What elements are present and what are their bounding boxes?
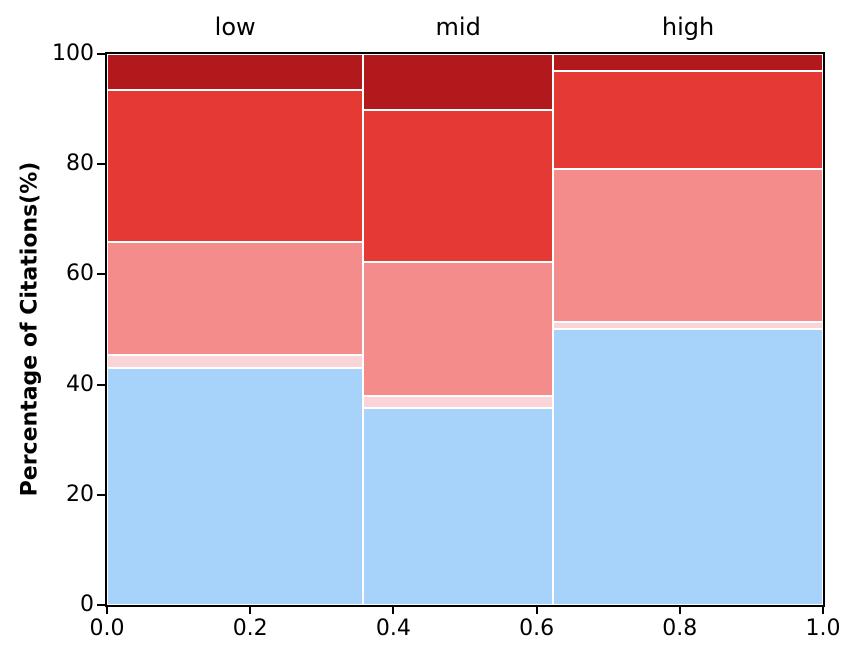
y-tick-mark-80 <box>97 163 105 166</box>
segment-high-red <box>553 70 823 170</box>
segment-mid-dark-red <box>363 54 554 110</box>
segment-low-red <box>107 89 364 243</box>
x-tick-mark-0.0 <box>106 607 108 614</box>
y-tick-mark-20 <box>97 493 105 496</box>
segment-mid-light-blue <box>363 408 554 605</box>
y-tick-label-0: 0 <box>80 592 94 617</box>
segment-mid-red <box>363 109 554 263</box>
segment-high-dark-red <box>553 54 823 71</box>
x-tick-label-1.0: 1.0 <box>805 616 841 641</box>
y-tick-label-40: 40 <box>66 371 94 397</box>
y-tick-mark-100 <box>97 53 105 55</box>
segment-low-light-blue <box>107 368 364 605</box>
y-tick-label-80: 80 <box>66 151 94 177</box>
group-title-high: high <box>661 13 715 41</box>
x-tick-label-0.6: 0.6 <box>519 616 555 641</box>
segment-mid-light-pink <box>363 396 554 409</box>
x-tick-mark-0.4 <box>392 607 395 614</box>
segment-low-salmon <box>107 242 364 355</box>
group-title-low: low <box>214 13 256 41</box>
segment-high-salmon <box>553 169 823 322</box>
x-tick-mark-0.8 <box>678 607 681 614</box>
y-tick-label-20: 20 <box>66 481 94 507</box>
x-tick-label-0.0: 0.0 <box>89 616 125 641</box>
y-tick-mark-40 <box>97 383 105 386</box>
x-tick-mark-1.0 <box>822 607 824 614</box>
segment-low-dark-red <box>107 54 364 90</box>
segment-high-light-pink <box>553 321 823 329</box>
y-tick-label-60: 60 <box>66 261 94 287</box>
y-axis-label: Percentage of Citations(%) <box>17 161 43 497</box>
x-tick-label-0.8: 0.8 <box>662 616 698 641</box>
y-tick-label-100: 100 <box>52 41 94 66</box>
x-tick-label-0.2: 0.2 <box>232 616 268 641</box>
x-tick-label-0.4: 0.4 <box>375 616 411 641</box>
segment-low-light-pink <box>107 354 364 369</box>
bars-container <box>107 54 823 605</box>
x-tick-mark-0.6 <box>535 607 538 614</box>
plot-area <box>105 52 825 607</box>
x-tick-mark-0.2 <box>249 607 252 614</box>
segment-mid-salmon <box>363 262 554 397</box>
y-tick-mark-60 <box>97 273 105 276</box>
y-tick-mark-0 <box>97 604 105 606</box>
group-title-mid: mid <box>435 13 481 41</box>
segment-high-light-blue <box>553 328 823 605</box>
